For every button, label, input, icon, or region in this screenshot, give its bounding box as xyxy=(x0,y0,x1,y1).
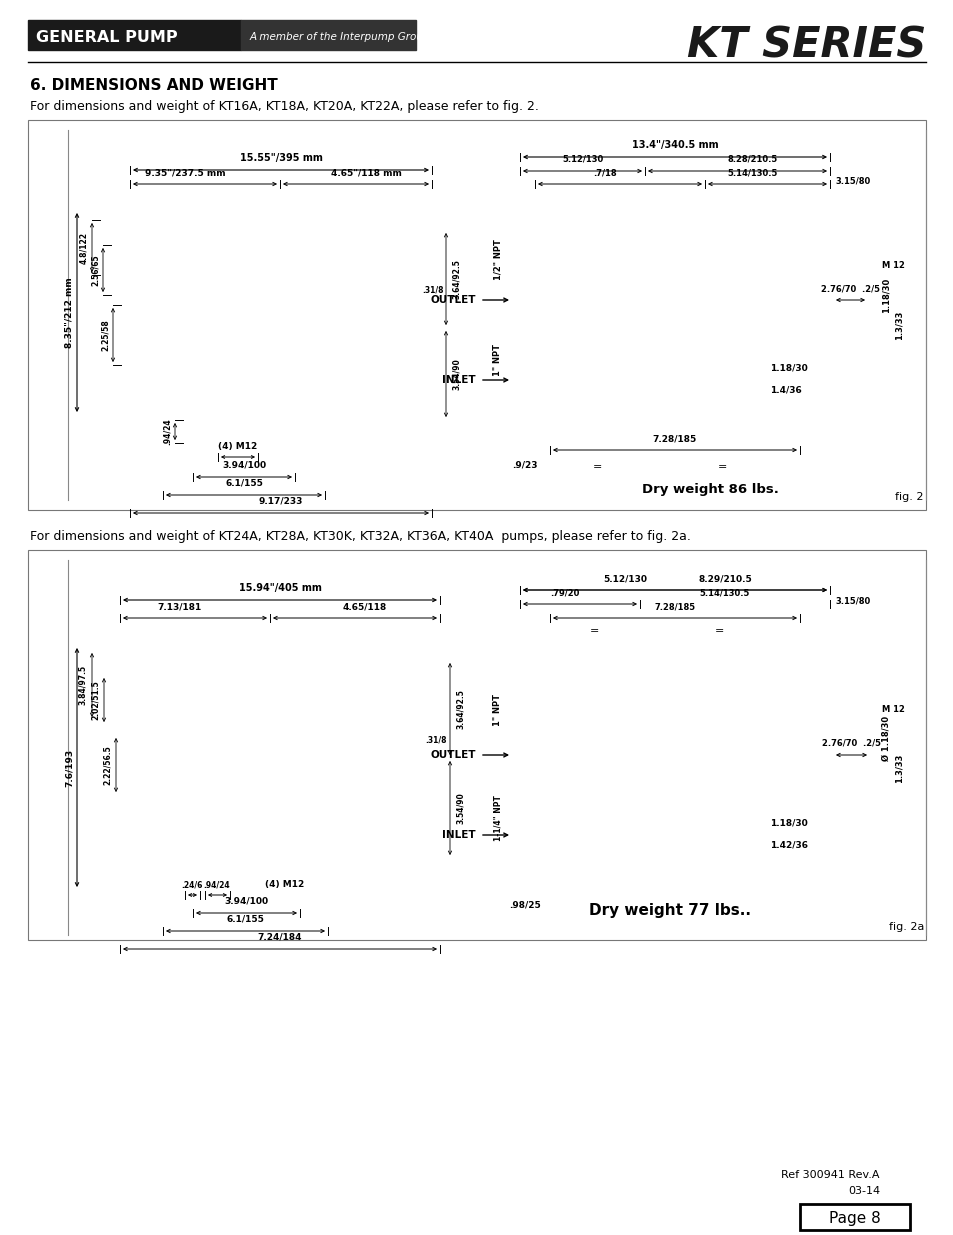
Text: 1.4/36: 1.4/36 xyxy=(769,385,801,394)
Text: 9.17/233: 9.17/233 xyxy=(258,496,303,506)
Text: Page 8: Page 8 xyxy=(828,1210,880,1225)
Text: .98/25: .98/25 xyxy=(509,900,540,909)
Text: 2.22/56.5: 2.22/56.5 xyxy=(102,745,112,785)
Text: Dry weight 77 lbs..: Dry weight 77 lbs.. xyxy=(588,903,750,918)
Text: =: = xyxy=(715,626,724,636)
Text: GENERAL PUMP: GENERAL PUMP xyxy=(36,30,177,44)
Text: 4.8/122: 4.8/122 xyxy=(79,231,89,263)
Text: Ref 300941 Rev.A: Ref 300941 Rev.A xyxy=(781,1170,879,1179)
Text: 15.55"/395 mm: 15.55"/395 mm xyxy=(239,153,322,163)
Text: 6. DIMENSIONS AND WEIGHT: 6. DIMENSIONS AND WEIGHT xyxy=(30,78,277,93)
Text: fig. 2a: fig. 2a xyxy=(887,923,923,932)
Text: 13.4"/340.5 mm: 13.4"/340.5 mm xyxy=(631,140,718,149)
Text: Ø 1.18/30: Ø 1.18/30 xyxy=(882,715,890,761)
Text: 1.18/30: 1.18/30 xyxy=(882,278,890,312)
Text: .31/8: .31/8 xyxy=(424,736,446,745)
Text: 2.25/58: 2.25/58 xyxy=(100,319,110,351)
Text: 7.6/193: 7.6/193 xyxy=(65,748,73,787)
Text: 5.14/130.5: 5.14/130.5 xyxy=(700,588,749,597)
Text: Dry weight 86 lbs.: Dry weight 86 lbs. xyxy=(640,483,778,496)
Text: 8.28/210.5: 8.28/210.5 xyxy=(726,156,777,164)
Bar xyxy=(241,20,416,49)
Text: 8.35"/212 mm: 8.35"/212 mm xyxy=(65,277,73,348)
Text: 1/2" NPT: 1/2" NPT xyxy=(493,240,502,280)
Text: 1" NPT: 1" NPT xyxy=(493,694,502,726)
Text: 7.13/181: 7.13/181 xyxy=(157,601,202,611)
Bar xyxy=(28,550,925,940)
Text: 3.15/80: 3.15/80 xyxy=(834,597,869,605)
Text: 4.65/118: 4.65/118 xyxy=(342,601,387,611)
Text: 5.14/130.5: 5.14/130.5 xyxy=(726,168,777,177)
Text: OUTLET: OUTLET xyxy=(430,295,476,305)
Text: 3.84/97.5: 3.84/97.5 xyxy=(78,664,88,705)
Text: .9/23: .9/23 xyxy=(512,459,537,469)
Text: KT SERIES: KT SERIES xyxy=(686,23,925,65)
Text: 1.18/30: 1.18/30 xyxy=(769,363,807,373)
Text: 2.76/70  .2/5: 2.76/70 .2/5 xyxy=(821,284,879,293)
Bar xyxy=(28,120,925,510)
Text: =: = xyxy=(590,626,599,636)
Text: fig. 2: fig. 2 xyxy=(895,492,923,501)
Text: INLET: INLET xyxy=(442,830,476,840)
Text: 1.18/30: 1.18/30 xyxy=(769,819,807,827)
Text: OUTLET: OUTLET xyxy=(430,750,476,760)
Text: 7.24/184: 7.24/184 xyxy=(257,932,302,942)
Text: =: = xyxy=(717,462,726,472)
Text: 5.12/130: 5.12/130 xyxy=(602,574,646,583)
Text: M 12: M 12 xyxy=(882,705,904,715)
Text: .24/6: .24/6 xyxy=(181,881,202,889)
Text: 3.94/100: 3.94/100 xyxy=(224,897,269,906)
Text: INLET: INLET xyxy=(442,375,476,385)
Text: For dimensions and weight of KT16A, KT18A, KT20A, KT22A, please refer to fig. 2.: For dimensions and weight of KT16A, KT18… xyxy=(30,100,538,112)
Text: .94/24: .94/24 xyxy=(162,419,172,445)
Text: 03-14: 03-14 xyxy=(847,1186,879,1195)
Text: A member of the Interpump Group: A member of the Interpump Group xyxy=(250,32,430,42)
Text: (4) M12: (4) M12 xyxy=(218,442,257,451)
Text: 1.42/36: 1.42/36 xyxy=(769,841,807,850)
Bar xyxy=(800,1204,909,1230)
Text: 2.76/70  .2/5: 2.76/70 .2/5 xyxy=(821,739,880,748)
Text: 3.54/90: 3.54/90 xyxy=(452,358,461,390)
Text: 1" NPT: 1" NPT xyxy=(493,345,502,375)
Text: 3.64/92.5: 3.64/92.5 xyxy=(456,689,465,729)
Text: .94/24: .94/24 xyxy=(204,881,230,889)
Text: 1-1/4" NPT: 1-1/4" NPT xyxy=(493,795,502,841)
Text: 4.65"/118 mm: 4.65"/118 mm xyxy=(331,168,401,177)
Text: 1.3/33: 1.3/33 xyxy=(894,310,903,340)
Text: 3.64/92.5: 3.64/92.5 xyxy=(452,259,461,299)
Text: =: = xyxy=(592,462,601,472)
Text: For dimensions and weight of KT24A, KT28A, KT30K, KT32A, KT36A, KT40A  pumps, pl: For dimensions and weight of KT24A, KT28… xyxy=(30,530,690,543)
Text: 15.94"/405 mm: 15.94"/405 mm xyxy=(238,583,321,593)
Text: 1.3/33: 1.3/33 xyxy=(894,753,903,783)
Text: 8.29/210.5: 8.29/210.5 xyxy=(698,574,751,583)
Text: 9.35"/237.5 mm: 9.35"/237.5 mm xyxy=(145,168,225,177)
Bar xyxy=(28,20,241,49)
Text: 3.54/90: 3.54/90 xyxy=(456,792,465,824)
Text: (4) M12: (4) M12 xyxy=(265,881,304,889)
Text: 6.1/155: 6.1/155 xyxy=(225,479,263,488)
Text: 2.02/51.5: 2.02/51.5 xyxy=(91,680,99,720)
Text: 6.1/155: 6.1/155 xyxy=(226,915,264,924)
Text: 7.28/185: 7.28/185 xyxy=(654,601,695,611)
Text: 3.94/100: 3.94/100 xyxy=(222,461,266,471)
Text: 3.15/80: 3.15/80 xyxy=(834,177,869,185)
Text: .7/18: .7/18 xyxy=(593,168,617,177)
Text: 5.12/130: 5.12/130 xyxy=(561,156,602,164)
Text: 2.56/65: 2.56/65 xyxy=(91,254,99,285)
Text: 7.28/185: 7.28/185 xyxy=(652,433,697,443)
Text: .31/8: .31/8 xyxy=(421,285,443,294)
Text: .79/20: .79/20 xyxy=(550,588,579,597)
Text: M 12: M 12 xyxy=(882,261,904,269)
